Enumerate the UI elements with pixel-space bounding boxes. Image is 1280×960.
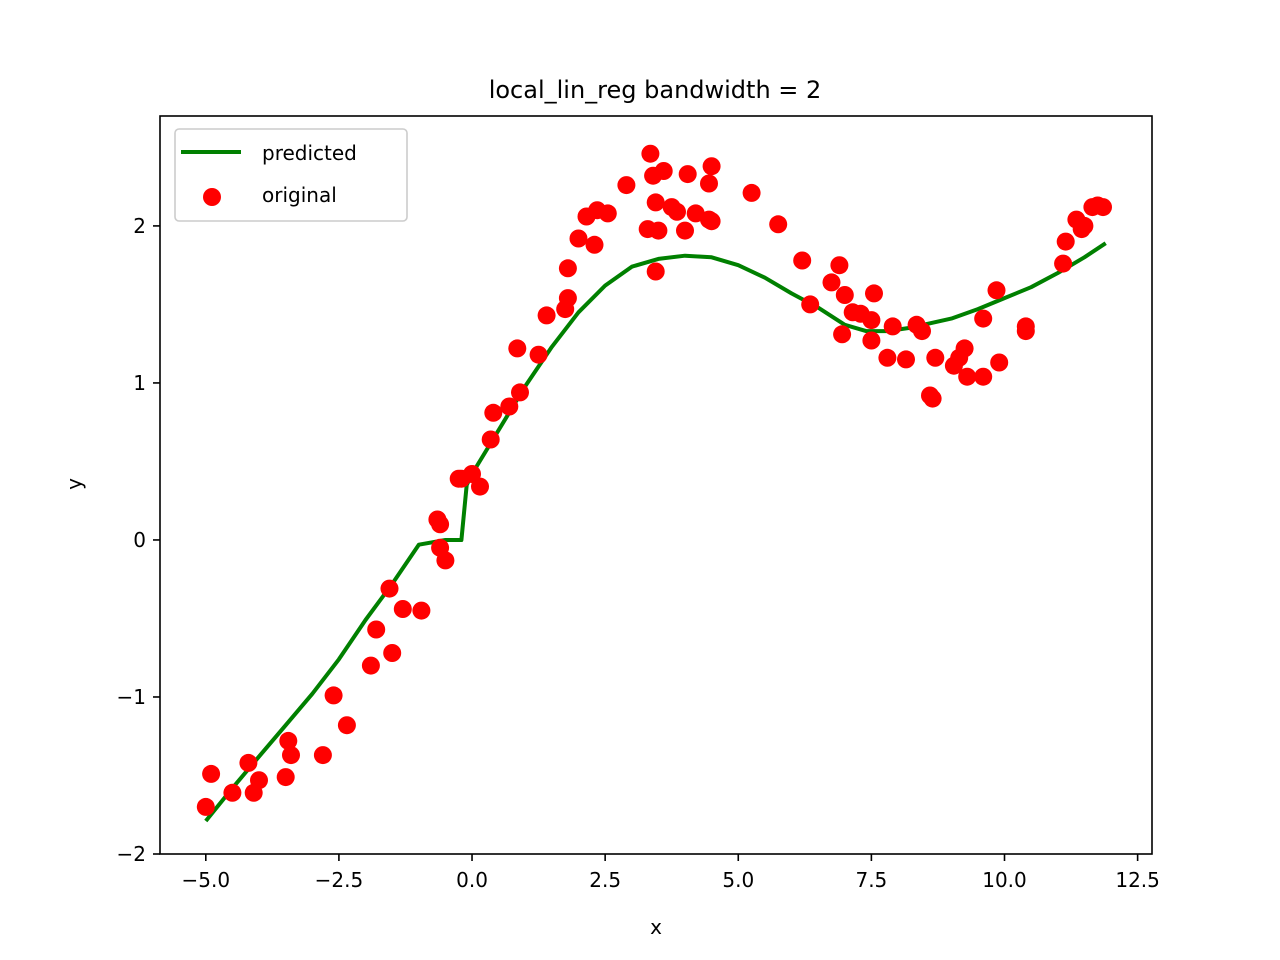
original-point	[801, 295, 820, 314]
predicted-line	[204, 241, 1107, 823]
y-tick-label: −1	[117, 685, 146, 709]
original-point	[529, 345, 548, 364]
original-point	[646, 193, 665, 212]
original-point	[617, 176, 636, 195]
original-point	[412, 601, 431, 620]
original-point	[196, 797, 215, 816]
original-point	[500, 397, 519, 416]
x-tick-label: 0.0	[456, 868, 488, 892]
original-point	[974, 309, 993, 328]
original-point	[1054, 254, 1073, 273]
original-point	[835, 286, 854, 304]
original-point	[337, 716, 356, 735]
original-point	[1075, 216, 1094, 235]
original-point	[926, 348, 945, 367]
original-point	[990, 353, 1009, 372]
x-tick-label: 10.0	[982, 868, 1027, 892]
series-layer	[196, 144, 1112, 823]
x-tick-label: −2.5	[315, 868, 364, 892]
original-point	[393, 600, 412, 618]
legend: predicted original	[174, 128, 408, 222]
original-point	[508, 339, 527, 358]
original-point	[361, 656, 380, 675]
original-point	[276, 768, 295, 787]
y-tick-label: 1	[133, 371, 146, 395]
original-point	[793, 251, 812, 270]
original-point	[202, 764, 221, 783]
original-point	[1016, 317, 1035, 336]
original-point	[987, 281, 1006, 300]
x-axis-label: x	[650, 915, 662, 939]
original-point	[324, 686, 343, 705]
y-tick-label: −2	[117, 842, 146, 866]
original-point	[676, 221, 694, 240]
x-tick-label: −5.0	[182, 868, 231, 892]
original-point	[955, 339, 974, 358]
original-point	[865, 284, 883, 303]
original-point	[282, 746, 300, 765]
original-point	[511, 383, 529, 402]
original-point	[481, 430, 500, 449]
original-point	[862, 331, 881, 350]
legend-marker-swatch	[203, 188, 221, 206]
original-point	[558, 259, 577, 278]
y-tick-label: 2	[133, 214, 146, 238]
original-point	[1094, 198, 1112, 217]
original-point	[239, 753, 258, 772]
original-point	[431, 515, 450, 534]
original-point	[380, 579, 399, 598]
original-point	[537, 306, 556, 325]
original-point	[654, 162, 673, 180]
original-point	[702, 157, 721, 176]
original-point	[436, 551, 455, 570]
original-point	[250, 771, 268, 790]
original-point	[641, 144, 660, 163]
original-point	[833, 325, 852, 344]
original-point	[649, 221, 668, 240]
x-tick-label: 7.5	[855, 868, 887, 892]
original-point	[742, 183, 761, 202]
original-point	[769, 215, 788, 234]
original-point	[1056, 232, 1075, 251]
original-point	[700, 174, 718, 193]
original-point	[646, 262, 665, 281]
chart-title: local_lin_reg bandwidth = 2	[489, 76, 822, 104]
original-point	[367, 620, 386, 639]
original-point	[558, 289, 577, 308]
original-point	[585, 235, 604, 254]
original-point	[471, 477, 489, 496]
original-point	[897, 350, 915, 369]
x-axis-ticks: −5.0 −2.5 0.0 2.5 5.0 7.5 10.0 12.5	[182, 854, 1160, 892]
legend-label-predicted: predicted	[262, 141, 357, 165]
y-axis-label: y	[62, 478, 86, 490]
original-point	[974, 367, 993, 386]
original-point	[702, 212, 721, 231]
original-point	[923, 389, 942, 408]
plot-frame	[159, 115, 1153, 855]
original-point	[383, 644, 402, 662]
original-point	[678, 165, 697, 184]
x-tick-label: 12.5	[1115, 868, 1160, 892]
original-point	[913, 322, 931, 341]
original-point	[958, 367, 977, 386]
original-point	[822, 273, 841, 292]
original-point	[313, 746, 332, 765]
original-point	[862, 311, 881, 330]
original-point	[668, 202, 686, 221]
x-tick-label: 5.0	[722, 868, 754, 892]
original-point	[279, 731, 298, 750]
y-tick-label: 0	[133, 528, 146, 552]
original-point	[878, 348, 897, 367]
original-point	[569, 229, 588, 248]
legend-label-original: original	[262, 183, 337, 207]
original-point	[883, 317, 902, 336]
y-axis-ticks: −2 −1 0 1 2	[117, 214, 160, 866]
original-point	[598, 204, 617, 223]
original-point	[830, 256, 849, 275]
original-point	[223, 783, 242, 802]
x-tick-label: 2.5	[589, 868, 621, 892]
original-point	[484, 403, 503, 422]
